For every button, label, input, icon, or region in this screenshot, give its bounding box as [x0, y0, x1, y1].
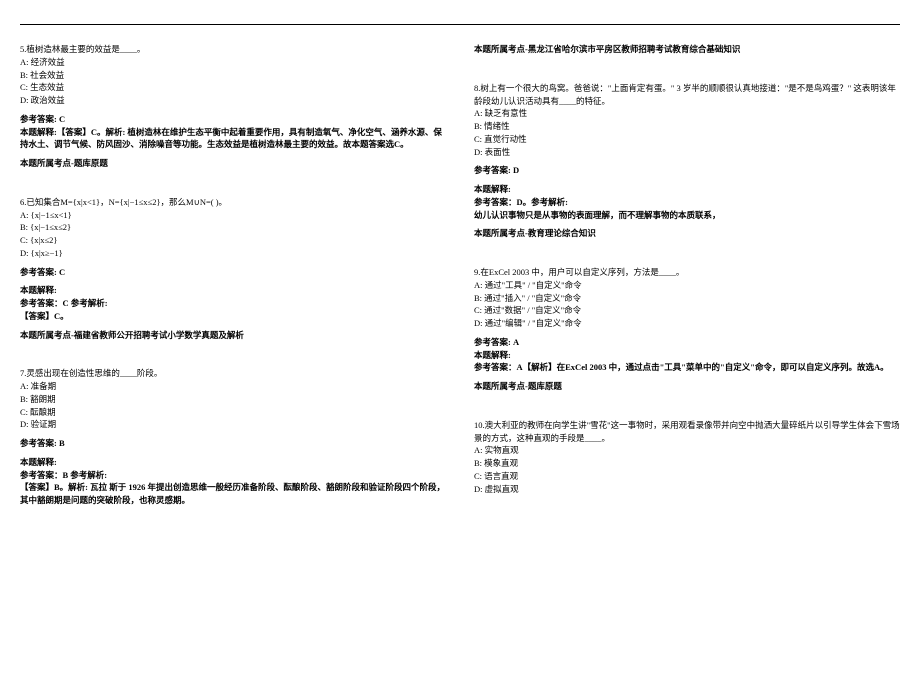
q7-answer: 参考答案: B	[20, 437, 446, 450]
q8-expl-title: 本题解释:	[474, 183, 900, 196]
q9-expl-body: 参考答案：A【解析】在ExCel 2003 中，通过点击"工具"菜单中的"自定义…	[474, 361, 900, 374]
q6-stem: 6.已知集合M={x|x<1}，N={x|−1≤x≤2}，那么M∪N=( )。	[20, 196, 446, 209]
q8-opt-c: C: 直觉行动性	[474, 133, 900, 146]
q7-expl-title: 本题解释:	[20, 456, 446, 469]
q7-opt-a: A: 准备期	[20, 380, 446, 393]
question-7: 7.灵感出现在创造性思维的____阶段。 A: 准备期 B: 豁朗期 C: 酝酿…	[20, 367, 446, 507]
q8-answer: 参考答案: D	[474, 164, 900, 177]
q7-opt-d: D: 验证期	[20, 418, 446, 431]
q10-opt-a: A: 实物直观	[474, 444, 900, 457]
q7-expl-body: 【答案】B。解析: 瓦拉 斯于 1926 年提出创造思维一般经历准备阶段、酝酿阶…	[20, 481, 446, 507]
top-point: 本题所属考点-黑龙江省哈尔滨市平房区教师招聘考试教育综合基础知识	[474, 43, 900, 56]
q7-stem: 7.灵感出现在创造性思维的____阶段。	[20, 367, 446, 380]
q6-answer: 参考答案: C	[20, 266, 446, 279]
q6-opt-c: C: {x|x≤2}	[20, 234, 446, 247]
q5-answer: 参考答案: C	[20, 113, 446, 126]
q9-opt-d: D: 通过"编辑" / "自定义"命令	[474, 317, 900, 330]
q5-opt-c: C: 生态效益	[20, 81, 446, 94]
q9-opt-a: A: 通过"工具" / "自定义"命令	[474, 279, 900, 292]
page-container: 5.植树造林最主要的效益是____。 A: 经济效益 B: 社会效益 C: 生态…	[0, 25, 920, 521]
q9-expl-title: 本题解释:	[474, 349, 900, 362]
q5-opt-d: D: 政治效益	[20, 94, 446, 107]
question-9: 9.在ExCel 2003 中，用户可以自定义序列，方法是____。 A: 通过…	[474, 266, 900, 393]
q6-expl-title: 本题解释:	[20, 284, 446, 297]
q7-expl-ref: 参考答案：B 参考解析:	[20, 469, 446, 482]
q5-opt-b: B: 社会效益	[20, 69, 446, 82]
q8-expl-ref: 参考答案：D。参考解析:	[474, 196, 900, 209]
q10-opt-c: C: 语言直观	[474, 470, 900, 483]
q9-stem: 9.在ExCel 2003 中，用户可以自定义序列，方法是____。	[474, 266, 900, 279]
q8-point: 本题所属考点-教育理论综合知识	[474, 227, 900, 240]
q6-opt-a: A: {x|−1≤x<1}	[20, 209, 446, 222]
q6-opt-b: B: {x|−1≤x≤2}	[20, 221, 446, 234]
q5-stem: 5.植树造林最主要的效益是____。	[20, 43, 446, 56]
question-8: 8.树上有一个很大的鸟窝。爸爸说："上面肯定有蛋。" 3 岁半的顺顺很认真地接道…	[474, 82, 900, 240]
q9-opt-b: B: 通过"插入" / "自定义"命令	[474, 292, 900, 305]
q7-opt-c: C: 酝酿期	[20, 406, 446, 419]
q9-opt-c: C: 通过"数据" / "自定义"命令	[474, 304, 900, 317]
q7-opt-b: B: 豁朗期	[20, 393, 446, 406]
q6-opt-d: D: {x|x≥−1}	[20, 247, 446, 260]
question-10: 10.澳大利亚的教师在向学生讲"雪花"这一事物时，采用观看录像带并向空中抛洒大量…	[474, 419, 900, 496]
q5-point: 本题所属考点-题库原题	[20, 157, 446, 170]
q5-opt-a: A: 经济效益	[20, 56, 446, 69]
q9-answer: 参考答案: A	[474, 336, 900, 349]
q8-opt-d: D: 表面性	[474, 146, 900, 159]
q8-opt-b: B: 情绪性	[474, 120, 900, 133]
question-5: 5.植树造林最主要的效益是____。 A: 经济效益 B: 社会效益 C: 生态…	[20, 43, 446, 170]
q6-point: 本题所属考点-福建省教师公开招聘考试小学数学真题及解析	[20, 329, 446, 342]
q6-expl-ref: 参考答案：C 参考解析:	[20, 297, 446, 310]
q10-stem: 10.澳大利亚的教师在向学生讲"雪花"这一事物时，采用观看录像带并向空中抛洒大量…	[474, 419, 900, 445]
q5-explanation: 本题解释:【答案】C。解析: 植树造林在维护生态平衡中起着重要作用，具有制造氧气…	[20, 126, 446, 152]
q10-opt-d: D: 虚拟直观	[474, 483, 900, 496]
q8-stem: 8.树上有一个很大的鸟窝。爸爸说："上面肯定有蛋。" 3 岁半的顺顺很认真地接道…	[474, 82, 900, 108]
q8-expl-body: 幼儿认识事物只是从事物的表面理解，而不理解事物的本质联系，	[474, 209, 900, 222]
question-6: 6.已知集合M={x|x<1}，N={x|−1≤x≤2}，那么M∪N=( )。 …	[20, 196, 446, 342]
left-column: 5.植树造林最主要的效益是____。 A: 经济效益 B: 社会效益 C: 生态…	[20, 43, 446, 521]
q8-opt-a: A: 缺乏有意性	[474, 107, 900, 120]
right-column: 本题所属考点-黑龙江省哈尔滨市平房区教师招聘考试教育综合基础知识 8.树上有一个…	[474, 43, 900, 521]
q9-point: 本题所属考点-题库原题	[474, 380, 900, 393]
q10-opt-b: B: 模象直观	[474, 457, 900, 470]
q6-expl-body: 【答案】C。	[20, 310, 446, 323]
